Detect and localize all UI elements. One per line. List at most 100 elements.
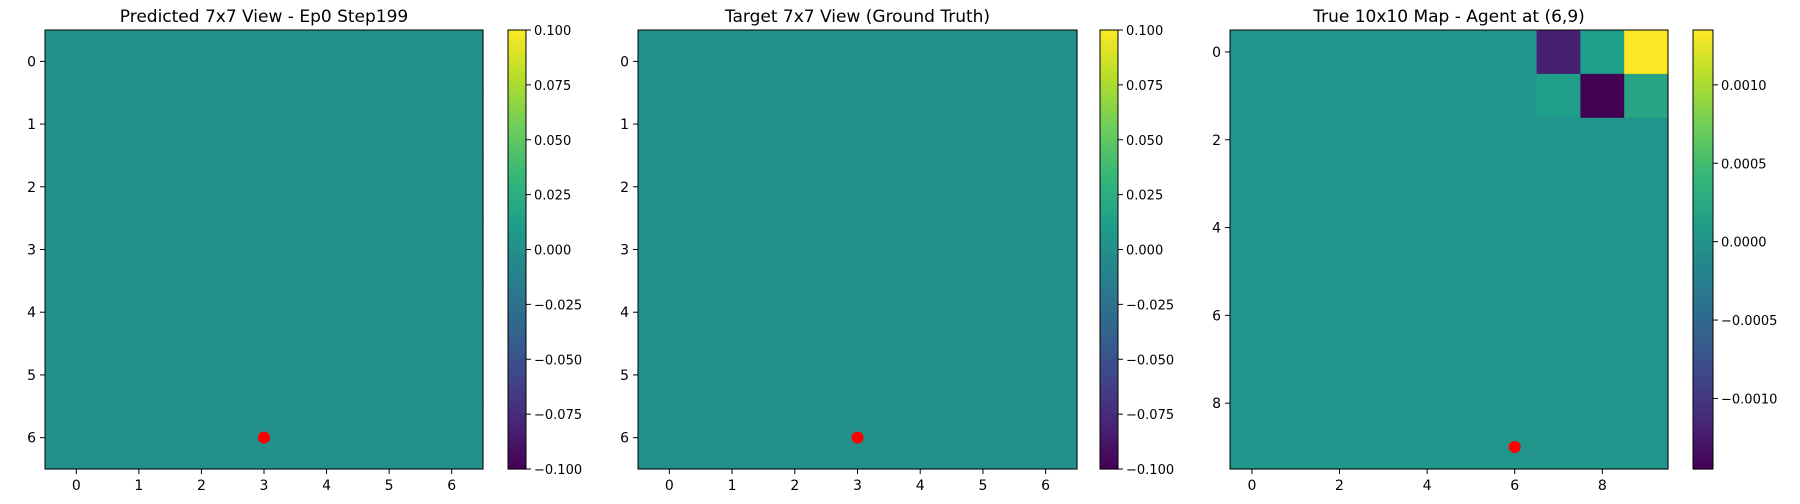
heatmap-cell: [763, 30, 827, 94]
heatmap-cell: [1405, 337, 1450, 382]
colorbar-segment: [508, 205, 526, 212]
colorbar-segment: [508, 101, 526, 108]
heatmap-cell: [951, 406, 1015, 470]
colorbar-segment: [508, 403, 526, 410]
colorbar-segment: [1100, 211, 1118, 218]
heatmap-cell: [1536, 293, 1581, 338]
heatmap-cell: [1492, 337, 1538, 382]
colorbar-segment: [1693, 189, 1713, 196]
heatmap-cell: [951, 92, 1015, 157]
heatmap-cell: [1014, 406, 1078, 470]
heatmap-cell: [1492, 205, 1538, 251]
heatmap-cell: [232, 343, 296, 407]
heatmap-cell: [1361, 73, 1406, 119]
colorbar-segment: [508, 348, 526, 355]
y-tick-label: 3: [27, 243, 36, 259]
heatmap-cell: [1624, 249, 1669, 294]
colorbar-tick-label: −0.0005: [1721, 314, 1777, 329]
x-tick-label: 5: [978, 478, 987, 494]
colorbar-segment: [1693, 178, 1713, 185]
y-tick-label: 2: [620, 180, 629, 196]
colorbar-segment: [1100, 57, 1118, 64]
colorbar-tick-label: 0.050: [1126, 134, 1163, 149]
x-tick-label: 3: [853, 478, 862, 494]
heatmap-cell: [700, 343, 765, 407]
colorbar-tick-label: 0.000: [534, 244, 571, 259]
colorbar-segment: [1693, 73, 1713, 80]
colorbar-segment: [1100, 189, 1118, 196]
colorbar-segment: [508, 408, 526, 415]
heatmap-cell: [232, 218, 296, 282]
colorbar-segment: [508, 183, 526, 190]
y-tick-label: 5: [620, 368, 629, 384]
heatmap-cell: [357, 30, 422, 94]
colorbar-segment: [1100, 205, 1118, 212]
colorbar-segment: [508, 145, 526, 152]
colorbar-segment: [508, 46, 526, 53]
heatmap-cell: [1361, 293, 1406, 338]
x-tick-label: 0: [1247, 478, 1256, 494]
heatmap-cell: [1405, 161, 1450, 207]
y-tick-label: 3: [620, 243, 629, 259]
colorbar-segment: [1100, 315, 1118, 322]
colorbar-segment: [508, 452, 526, 459]
heatmap-cell: [1317, 249, 1362, 294]
colorbar-segment: [1100, 309, 1118, 316]
colorbar-segment: [1693, 57, 1713, 64]
colorbar-segment: [1693, 265, 1713, 273]
heatmap-cell: [1580, 161, 1625, 207]
colorbar-segment: [1693, 112, 1713, 119]
colorbar-segment: [1693, 216, 1713, 223]
colorbar-segment: [1693, 397, 1713, 404]
heatmap-cell: [1492, 161, 1538, 207]
heatmap-cell: [1536, 117, 1581, 163]
colorbar-tick-label: 0.100: [1126, 24, 1163, 39]
colorbar-segment: [508, 447, 526, 454]
heatmap-cell: [295, 343, 359, 407]
heatmap-cell: [107, 92, 171, 157]
y-tick-label: 4: [620, 305, 629, 321]
heatmap-cell: [1014, 92, 1078, 157]
heatmap-cell: [763, 280, 827, 345]
heatmap-cell: [1449, 30, 1494, 75]
colorbar-segment: [1100, 156, 1118, 163]
heatmap-cell: [107, 280, 171, 345]
colorbar-segment: [1693, 233, 1713, 240]
colorbar-segment: [508, 233, 526, 240]
panel-0: Predicted 7x7 View - Ep0 Step199 0 1 2 3 4 5 6 0…: [27, 7, 582, 494]
colorbar-tick-label: −0.025: [534, 298, 582, 313]
colorbar-segment: [1100, 359, 1118, 366]
heatmap-cell: [1580, 30, 1625, 75]
colorbar-segment: [1693, 244, 1713, 251]
colorbar-segment: [1693, 222, 1713, 229]
colorbar-segment: [1693, 386, 1713, 393]
colorbar-segment: [1100, 298, 1118, 305]
heatmap-cell: [1449, 293, 1494, 338]
colorbar-segment: [1100, 463, 1118, 470]
heatmap-cell: [826, 30, 890, 94]
heatmap-cell: [420, 92, 484, 157]
colorbar-segment: [508, 293, 526, 300]
heatmap-cell: [1405, 30, 1450, 75]
heatmap-cell: [1230, 205, 1275, 251]
colorbar-segment: [1100, 397, 1118, 404]
heatmap-cell: [295, 155, 359, 219]
colorbar-segment: [508, 79, 526, 86]
colorbar-segment: [508, 112, 526, 119]
colorbar-segment: [1693, 282, 1713, 289]
colorbar-segment: [1693, 51, 1713, 59]
heatmap-cell: [1624, 161, 1669, 207]
heatmap-cell: [1317, 161, 1362, 207]
x-tick-label: 2: [790, 478, 799, 494]
heatmap-cell: [700, 218, 765, 282]
colorbar-segment: [1693, 40, 1713, 48]
colorbar-segment: [1693, 359, 1713, 366]
heatmap-cell: [1014, 218, 1078, 282]
heatmap-cell: [107, 406, 171, 470]
colorbar-segment: [1693, 68, 1713, 75]
colorbar-segment: [1100, 447, 1118, 454]
colorbar-segment: [1693, 139, 1713, 146]
colorbar-segment: [1693, 62, 1713, 70]
colorbar-segment: [1100, 337, 1118, 344]
heatmap-cell: [826, 218, 890, 282]
